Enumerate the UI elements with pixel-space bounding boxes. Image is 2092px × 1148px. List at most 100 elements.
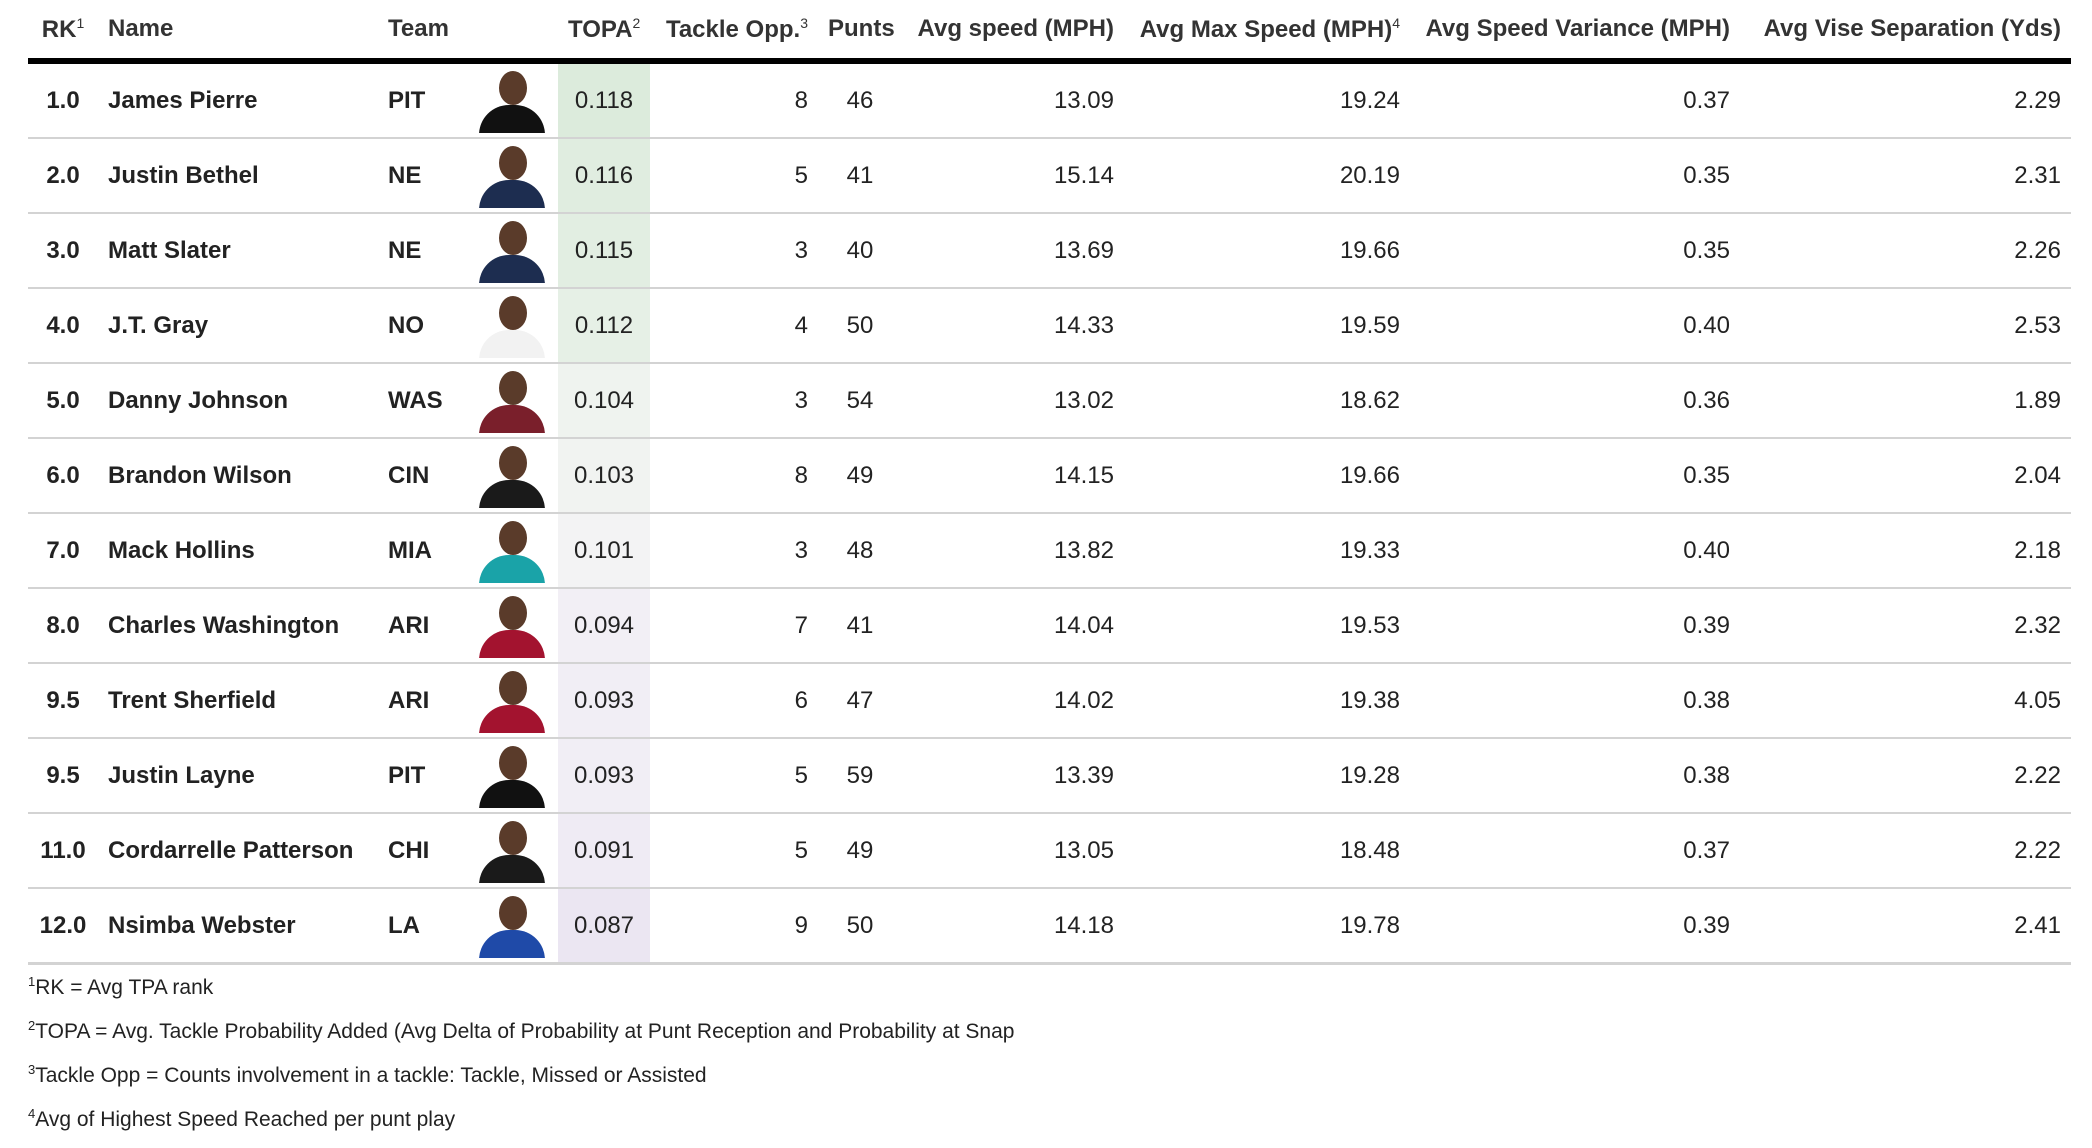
rank-cell: 3.0 xyxy=(28,213,98,289)
team-cell: NE xyxy=(378,213,466,289)
tackle-opp-cell: 3 xyxy=(650,213,818,289)
footnote-text: Tackle Opp = Counts involvement in a tac… xyxy=(35,1064,707,1087)
footnote-mark: 1 xyxy=(28,974,36,989)
table-row[interactable]: 12.0 Nsimba Webster LA 0.087 9 50 14.18 19.78 0.… xyxy=(28,888,2071,965)
avg-max-speed-cell: 19.59 xyxy=(1124,288,1410,364)
avg-speed-cell: 13.82 xyxy=(902,513,1124,589)
player-face-shape xyxy=(499,70,527,105)
punts-cell: 54 xyxy=(818,363,902,439)
punts-cell: 40 xyxy=(818,213,902,289)
col-header-punts[interactable]: Punts xyxy=(818,0,902,64)
col-header-speed-variance[interactable]: Avg Speed Variance (MPH) xyxy=(1410,0,1740,64)
team-cell: WAS xyxy=(378,363,466,439)
col-header-tackle-opp[interactable]: Tackle Opp.3 xyxy=(650,0,818,64)
col-header-team[interactable]: Team xyxy=(378,0,466,64)
team-cell: ARI xyxy=(378,588,466,664)
table-row[interactable]: 9.5 Justin Layne PIT 0.093 5 59 13.39 19.28 0.38… xyxy=(28,738,2071,814)
avg-speed-cell: 14.15 xyxy=(902,438,1124,514)
rank-cell: 2.0 xyxy=(28,138,98,214)
tackle-opp-cell: 8 xyxy=(650,61,818,139)
player-face-shape xyxy=(499,820,527,855)
table-row[interactable]: 7.0 Mack Hollins MIA 0.101 3 48 13.82 19.33 0.40… xyxy=(28,513,2071,589)
topa-cell: 0.103 xyxy=(558,438,650,514)
avg-max-speed-cell: 20.19 xyxy=(1124,138,1410,214)
player-name-cell: Cordarrelle Patterson xyxy=(98,813,378,889)
col-header-vise-separation[interactable]: Avg Vise Separation (Yds) xyxy=(1740,0,2071,64)
col-header-photo xyxy=(466,0,558,64)
table-row[interactable]: 11.0 Cordarrelle Patterson CHI 0.091 5 49 13.0… xyxy=(28,813,2071,889)
avg-max-speed-cell: 19.66 xyxy=(1124,438,1410,514)
table-row[interactable]: 5.0 Danny Johnson WAS 0.104 3 54 13.02 18.62 0.3… xyxy=(28,363,2071,439)
punts-cell: 50 xyxy=(818,888,902,965)
player-name-cell: Nsimba Webster xyxy=(98,888,378,965)
avg-speed-cell: 14.04 xyxy=(902,588,1124,664)
avg-max-speed-cell: 19.28 xyxy=(1124,738,1410,814)
player-jersey-shape xyxy=(479,179,545,208)
avg-max-speed-cell: 18.62 xyxy=(1124,363,1410,439)
player-headshot-icon xyxy=(477,444,547,508)
rank-cell: 6.0 xyxy=(28,438,98,514)
vise-separation-cell: 1.89 xyxy=(1740,363,2071,439)
player-jersey-shape xyxy=(479,329,545,358)
avg-speed-cell: 14.02 xyxy=(902,663,1124,739)
vise-separation-cell: 2.22 xyxy=(1740,813,2071,889)
speed-variance-cell: 0.39 xyxy=(1410,588,1740,664)
player-jersey-shape xyxy=(479,929,545,958)
vise-separation-cell: 2.32 xyxy=(1740,588,2071,664)
rank-cell: 9.5 xyxy=(28,663,98,739)
table-row[interactable]: 6.0 Brandon Wilson CIN 0.103 8 49 14.15 19.66 0.… xyxy=(28,438,2071,514)
table-row[interactable]: 8.0 Charles Washington ARI 0.094 7 41 14.04 19.… xyxy=(28,588,2071,664)
table-row[interactable]: 3.0 Matt Slater NE 0.115 3 40 13.69 19.66 0.35 2.… xyxy=(28,213,2071,289)
punts-cell: 59 xyxy=(818,738,902,814)
team-cell: PIT xyxy=(378,738,466,814)
speed-variance-cell: 0.36 xyxy=(1410,363,1740,439)
photo-cell xyxy=(466,588,558,664)
rank-cell: 9.5 xyxy=(28,738,98,814)
col-header-avg-speed[interactable]: Avg speed (MPH) xyxy=(902,0,1124,64)
photo-cell xyxy=(466,513,558,589)
topa-cell: 0.087 xyxy=(558,888,650,965)
photo-cell xyxy=(466,61,558,139)
player-headshot-icon xyxy=(477,69,547,133)
team-cell: MIA xyxy=(378,513,466,589)
footnote: 3Tackle Opp = Counts involvement in a ta… xyxy=(28,1048,1014,1092)
player-headshot-icon xyxy=(477,294,547,358)
topa-cell: 0.101 xyxy=(558,513,650,589)
table-row[interactable]: 9.5 Trent Sherfield ARI 0.093 6 47 14.02 19.38 0… xyxy=(28,663,2071,739)
table-row[interactable]: 2.0 Justin Bethel NE 0.116 5 41 15.14 20.19 0.35… xyxy=(28,138,2071,214)
col-header-avg-max-speed[interactable]: Avg Max Speed (MPH)4 xyxy=(1124,0,1410,64)
punts-cell: 41 xyxy=(818,138,902,214)
avg-speed-cell: 13.05 xyxy=(902,813,1124,889)
footnote-text: Avg of Highest Speed Reached per punt pl… xyxy=(35,1108,456,1131)
player-name-cell: Brandon Wilson xyxy=(98,438,378,514)
rank-cell: 11.0 xyxy=(28,813,98,889)
col-header-topa[interactable]: TOPA2 xyxy=(558,0,650,64)
table-row[interactable]: 4.0 J.T. Gray NO 0.112 4 50 14.33 19.59 0.40 2.53 xyxy=(28,288,2071,364)
photo-cell xyxy=(466,288,558,364)
player-face-shape xyxy=(499,520,527,555)
player-name-cell: Trent Sherfield xyxy=(98,663,378,739)
player-headshot-icon xyxy=(477,519,547,583)
speed-variance-cell: 0.37 xyxy=(1410,813,1740,889)
photo-cell xyxy=(466,438,558,514)
team-cell: NE xyxy=(378,138,466,214)
player-headshot-icon xyxy=(477,594,547,658)
vise-separation-cell: 2.22 xyxy=(1740,738,2071,814)
player-name-cell: Justin Bethel xyxy=(98,138,378,214)
avg-max-speed-cell: 19.24 xyxy=(1124,61,1410,139)
speed-variance-cell: 0.40 xyxy=(1410,513,1740,589)
avg-speed-cell: 14.18 xyxy=(902,888,1124,965)
punts-cell: 49 xyxy=(818,438,902,514)
tackle-opp-cell: 4 xyxy=(650,288,818,364)
player-name-cell: Danny Johnson xyxy=(98,363,378,439)
avg-max-speed-cell: 18.48 xyxy=(1124,813,1410,889)
col-header-rank[interactable]: RK1 xyxy=(28,0,98,64)
vise-separation-cell: 2.31 xyxy=(1740,138,2071,214)
footnote-text: RK = Avg TPA rank xyxy=(35,976,214,999)
col-header-name[interactable]: Name xyxy=(98,0,378,64)
avg-max-speed-cell: 19.66 xyxy=(1124,213,1410,289)
table-row[interactable]: 1.0 James Pierre PIT 0.118 8 46 13.09 19.24 0.37… xyxy=(28,61,2071,139)
player-name-cell: James Pierre xyxy=(98,61,378,139)
photo-cell xyxy=(466,138,558,214)
player-jersey-shape xyxy=(479,854,545,883)
